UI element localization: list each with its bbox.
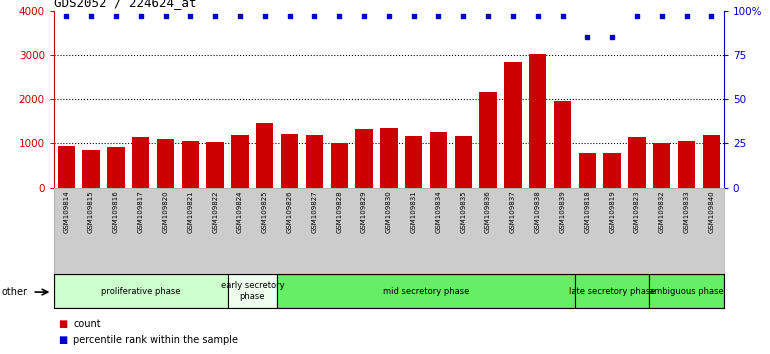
Point	[531, 13, 544, 19]
Point	[507, 13, 519, 19]
Text: GSM109821: GSM109821	[187, 190, 193, 233]
Bar	[604, 153, 621, 188]
Bar	[628, 137, 645, 188]
Text: GSM109814: GSM109814	[63, 190, 69, 233]
Text: mid secretory phase: mid secretory phase	[383, 287, 469, 296]
Bar	[281, 133, 298, 188]
Text: GSM109819: GSM109819	[609, 190, 615, 233]
Bar	[256, 124, 273, 188]
Text: GSM109836: GSM109836	[485, 190, 491, 233]
Text: GSM109828: GSM109828	[336, 190, 342, 233]
Bar	[277, 274, 575, 308]
Bar	[306, 135, 323, 188]
Bar	[58, 145, 75, 188]
Bar	[182, 141, 199, 188]
Text: GSM109827: GSM109827	[311, 190, 317, 233]
Bar	[678, 141, 695, 188]
Bar	[380, 129, 397, 188]
Point	[407, 13, 420, 19]
Bar	[504, 62, 521, 188]
Point	[283, 13, 296, 19]
Text: late secretory phase: late secretory phase	[569, 287, 655, 296]
Bar	[54, 274, 228, 308]
Point	[308, 13, 320, 19]
Bar	[132, 137, 149, 188]
Point	[631, 13, 643, 19]
Point	[234, 13, 246, 19]
Point	[655, 13, 668, 19]
Text: GSM109834: GSM109834	[436, 190, 441, 233]
Text: GSM109837: GSM109837	[510, 190, 516, 233]
Text: GSM109839: GSM109839	[560, 190, 565, 233]
Text: ■: ■	[58, 335, 67, 345]
Bar	[454, 136, 472, 188]
Point	[159, 13, 172, 19]
Text: ambiguous phase: ambiguous phase	[649, 287, 724, 296]
Point	[457, 13, 470, 19]
Point	[333, 13, 346, 19]
Bar	[653, 143, 671, 188]
Bar	[703, 135, 720, 188]
Text: GSM109818: GSM109818	[584, 190, 591, 233]
Text: GSM109815: GSM109815	[88, 190, 94, 233]
Text: GSM109835: GSM109835	[460, 190, 467, 233]
Text: percentile rank within the sample: percentile rank within the sample	[73, 335, 238, 345]
Text: GSM109831: GSM109831	[410, 190, 417, 233]
Text: ■: ■	[58, 319, 67, 329]
Point	[482, 13, 494, 19]
Bar	[579, 153, 596, 188]
Bar	[355, 129, 373, 188]
Bar	[480, 92, 497, 188]
Point	[110, 13, 122, 19]
Bar	[554, 101, 571, 188]
Text: GSM109817: GSM109817	[138, 190, 144, 233]
Text: GDS2052 / 224624_at: GDS2052 / 224624_at	[54, 0, 196, 10]
Text: GSM109838: GSM109838	[534, 190, 541, 233]
Point	[135, 13, 147, 19]
Point	[358, 13, 370, 19]
Text: GSM109825: GSM109825	[262, 190, 268, 233]
Point	[184, 13, 196, 19]
Point	[60, 13, 72, 19]
Bar	[575, 274, 649, 308]
Bar	[157, 139, 174, 188]
Text: GSM109820: GSM109820	[162, 190, 169, 233]
Text: GSM109824: GSM109824	[237, 190, 243, 233]
Point	[581, 34, 594, 40]
Text: GSM109826: GSM109826	[286, 190, 293, 233]
Text: GSM109833: GSM109833	[684, 190, 690, 233]
Point	[259, 13, 271, 19]
Bar	[206, 143, 224, 188]
Bar	[107, 147, 125, 188]
Text: GSM109822: GSM109822	[213, 190, 218, 233]
Bar	[82, 150, 100, 188]
Bar	[405, 136, 422, 188]
Point	[209, 13, 221, 19]
Text: GSM109840: GSM109840	[708, 190, 715, 233]
Bar	[231, 135, 249, 188]
Bar	[430, 132, 447, 188]
Text: GSM109816: GSM109816	[113, 190, 119, 233]
Bar	[228, 274, 277, 308]
Point	[681, 13, 693, 19]
Text: GSM109830: GSM109830	[386, 190, 392, 233]
Text: GSM109832: GSM109832	[659, 190, 665, 233]
Point	[85, 13, 97, 19]
Point	[606, 34, 618, 40]
Text: GSM109829: GSM109829	[361, 190, 367, 233]
Bar	[330, 143, 348, 188]
Text: count: count	[73, 319, 101, 329]
Point	[432, 13, 444, 19]
Bar	[649, 274, 724, 308]
Text: proliferative phase: proliferative phase	[101, 287, 180, 296]
Point	[557, 13, 569, 19]
Point	[383, 13, 395, 19]
Text: early secretory
phase: early secretory phase	[220, 281, 284, 301]
Text: GSM109823: GSM109823	[634, 190, 640, 233]
Bar	[529, 54, 547, 188]
Point	[705, 13, 718, 19]
Text: other: other	[2, 287, 28, 297]
